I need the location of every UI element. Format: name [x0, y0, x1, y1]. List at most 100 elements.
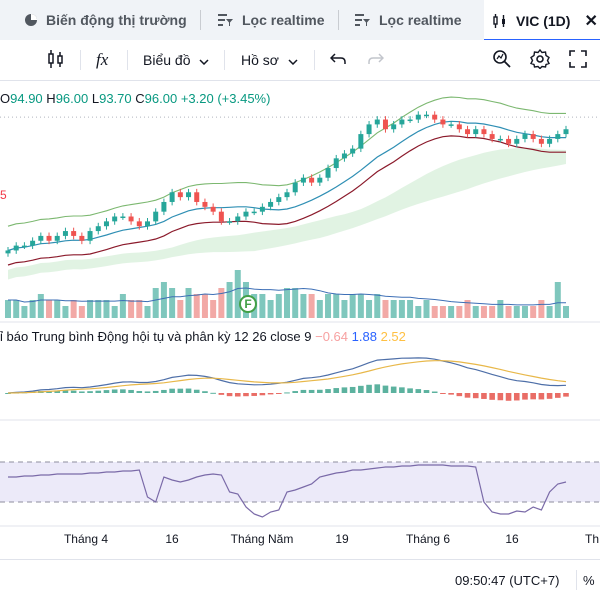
- tab-vic-chart[interactable]: VIC (1D) ✕: [484, 0, 600, 41]
- volume-bar: [341, 300, 348, 318]
- volume-bar: [152, 288, 159, 318]
- macd-histogram-bar: [284, 392, 290, 394]
- tab-market-movement[interactable]: Biến động thị trường: [24, 0, 187, 40]
- candle-body: [177, 192, 183, 198]
- candle-body: [325, 168, 331, 178]
- macd-histogram-bar: [144, 391, 151, 393]
- candle-body: [522, 134, 528, 139]
- volume-bar: [521, 306, 528, 318]
- candle-body: [300, 177, 306, 183]
- volume-bar: [128, 300, 135, 318]
- candle-body: [46, 235, 52, 241]
- macd-histogram-bar: [54, 390, 61, 393]
- macd-line: [7, 357, 567, 394]
- candle-body: [276, 197, 282, 202]
- volume-bar: [448, 306, 455, 318]
- candle-body: [120, 216, 126, 219]
- macd-histogram-bar: [46, 391, 52, 393]
- macd-histogram-bar: [456, 393, 463, 397]
- macd-histogram-bar: [513, 393, 520, 401]
- candle-body: [456, 124, 462, 130]
- volume-bar: [382, 300, 389, 318]
- indicators-button[interactable]: [46, 40, 66, 80]
- candle-body: [481, 129, 487, 135]
- toolbar-divider: [224, 50, 225, 70]
- candle-body: [333, 158, 339, 169]
- candle-body: [235, 216, 241, 222]
- zoom-search-button[interactable]: [492, 40, 512, 80]
- volume-bar: [349, 294, 356, 318]
- tab-bar: Biến động thị trường Lọc realtime Lọc re…: [0, 0, 600, 41]
- candle-body: [440, 119, 446, 125]
- gear-icon: [530, 48, 550, 72]
- macd-histogram-bar: [423, 390, 430, 393]
- toolbar-divider: [314, 50, 315, 70]
- oscillator-line: [8, 464, 567, 518]
- candle-body: [317, 177, 323, 183]
- clock-time[interactable]: 09:50:47 (UTC+7): [455, 573, 560, 588]
- x-axis-label: Tháng 6: [405, 532, 451, 546]
- tab-realtime-filter-2[interactable]: Lọc realtime: [355, 0, 461, 40]
- candle-body: [202, 201, 208, 207]
- candle-body: [13, 245, 19, 251]
- macd-histogram-bar: [341, 387, 348, 393]
- close-icon[interactable]: ✕: [584, 12, 598, 30]
- volume-bar: [284, 288, 290, 318]
- candle-body: [128, 216, 134, 222]
- change-value: +3.20 (+3.45%): [180, 91, 271, 106]
- volume-bar: [489, 306, 496, 318]
- macd-histogram-bar: [226, 393, 233, 397]
- profile-label: Hồ sơ: [241, 52, 279, 68]
- volume-bar: [54, 300, 61, 318]
- candle-body: [153, 211, 159, 222]
- volume-bar: [292, 288, 299, 318]
- profile-dropdown[interactable]: Hồ sơ: [241, 40, 298, 80]
- high-value: 96.00: [55, 91, 89, 106]
- volume-bar: [70, 300, 77, 318]
- candle-body: [71, 231, 77, 236]
- candle-body: [103, 221, 109, 227]
- candle-body: [95, 226, 101, 232]
- volume-bar: [5, 300, 11, 318]
- redo-button[interactable]: [368, 40, 385, 80]
- chart-area[interactable]: O94.90 H96.00 L93.70 C96.00 +3.20 (+3.45…: [0, 80, 600, 601]
- candle-body: [473, 129, 479, 135]
- volume-bar: [37, 294, 44, 318]
- volume-bar: [456, 306, 463, 318]
- macd-histogram-bar: [193, 389, 200, 393]
- volume-bar: [554, 282, 561, 318]
- volume-bar: [193, 294, 200, 318]
- volume-bar: [423, 300, 430, 318]
- tab-label: Lọc realtime: [379, 12, 462, 28]
- settings-button[interactable]: [530, 40, 550, 80]
- tab-divider: [200, 10, 201, 30]
- candle-body: [5, 250, 11, 254]
- volume-bar: [226, 282, 233, 318]
- volume-bar: [439, 306, 446, 318]
- signal-line: [7, 360, 567, 394]
- dividend-marker[interactable]: F: [239, 295, 257, 313]
- macd-histogram-bar: [218, 393, 225, 395]
- fullscreen-button[interactable]: [569, 40, 587, 80]
- macd-histogram-bar: [300, 389, 307, 393]
- candle-body: [465, 129, 471, 135]
- macd-histogram-bar: [382, 385, 389, 393]
- chart-type-dropdown[interactable]: Biểu đồ: [143, 40, 210, 80]
- macd-histogram-bar: [349, 386, 356, 393]
- candle-body: [547, 138, 553, 144]
- function-button[interactable]: fx: [96, 40, 108, 80]
- macd-histogram-bar: [243, 393, 249, 397]
- status-bar: 09:50:47 (UTC+7) %: [0, 559, 600, 601]
- candle-body: [186, 192, 192, 198]
- macd-histogram-bar: [464, 393, 471, 398]
- tab-divider: [338, 10, 339, 30]
- candle-body: [292, 182, 298, 193]
- volume-bar: [210, 300, 217, 318]
- undo-button[interactable]: [329, 40, 346, 80]
- chart-toolbar: fx Biểu đồ Hồ sơ: [0, 40, 600, 81]
- chart-canvas[interactable]: [0, 80, 600, 560]
- tab-realtime-filter-1[interactable]: Lọc realtime: [218, 0, 324, 40]
- x-axis-label: 16: [165, 532, 179, 546]
- percent-toggle[interactable]: %: [583, 573, 595, 588]
- volume-bar: [308, 294, 315, 318]
